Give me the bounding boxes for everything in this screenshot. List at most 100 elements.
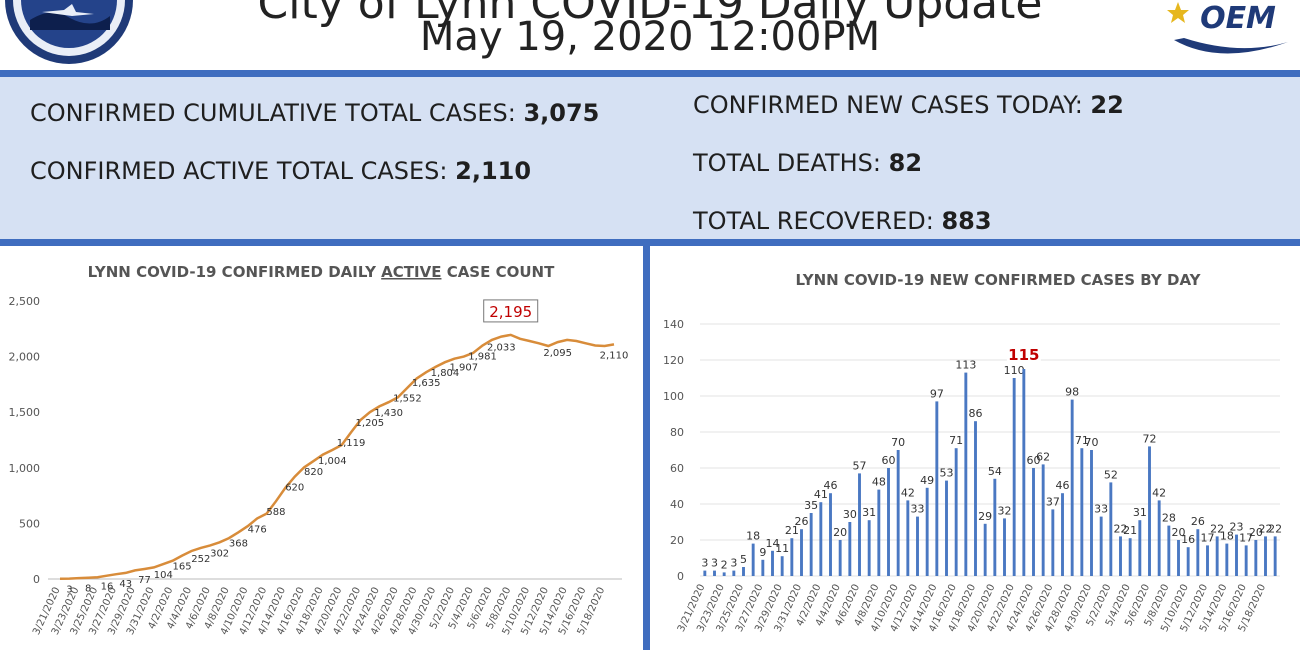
active-case-chart: LYNN COVID-19 CONFIRMED DAILY ACTIVE CAS… xyxy=(0,246,643,650)
page-title-line1: City of Lynn COVID-19 Daily Update xyxy=(257,0,1043,29)
bar xyxy=(896,450,900,576)
bar xyxy=(1206,545,1209,576)
y-tick-label: 2,000 xyxy=(9,351,41,364)
data-label: 70 xyxy=(891,436,905,449)
data-label: 30 xyxy=(843,508,857,521)
active-chart-title: LYNN COVID-19 CONFIRMED DAILY ACTIVE CAS… xyxy=(88,263,555,281)
data-label: 22 xyxy=(1259,522,1273,535)
bar xyxy=(1196,529,1200,576)
y-tick-label: 0 xyxy=(677,570,684,583)
data-label: 33 xyxy=(911,503,925,516)
bar xyxy=(867,520,871,576)
bar xyxy=(1157,500,1161,576)
data-label: 33 xyxy=(1094,503,1108,516)
divider-middle xyxy=(0,239,1300,246)
data-label: 2,033 xyxy=(487,343,516,354)
data-label: 71 xyxy=(1075,434,1089,447)
data-label: 20 xyxy=(833,526,847,539)
data-label: 3 xyxy=(711,557,718,570)
bar xyxy=(848,522,852,576)
data-label: 1,119 xyxy=(337,438,366,449)
data-label: 18 xyxy=(1220,530,1234,543)
page-title-date: May 19, 2020 12:00PM xyxy=(419,14,881,60)
data-label: 46 xyxy=(824,479,838,492)
data-label: 113 xyxy=(955,359,976,372)
data-label: 22 xyxy=(1210,522,1224,535)
stat-recovered: TOTAL RECOVERED: 883 xyxy=(693,207,992,235)
y-tick-label: 500 xyxy=(19,517,40,530)
bar xyxy=(1119,536,1122,576)
bar xyxy=(1051,509,1055,576)
stat-deaths: TOTAL DEATHS: 82 xyxy=(693,149,922,177)
bar xyxy=(1244,545,1248,576)
bar xyxy=(1041,464,1045,576)
y-tick-label: 20 xyxy=(670,534,684,547)
data-label: 18 xyxy=(746,530,760,543)
bar xyxy=(954,448,958,576)
data-label: 86 xyxy=(969,407,983,420)
bar xyxy=(761,559,765,576)
bar xyxy=(1109,482,1113,576)
stat-cumulative-label: CONFIRMED CUMULATIVE TOTAL CASES: xyxy=(30,99,524,127)
data-label: 21 xyxy=(1123,524,1137,537)
stat-cumulative: CONFIRMED CUMULATIVE TOTAL CASES: 3,075 xyxy=(30,99,599,127)
bar xyxy=(1225,543,1229,576)
bar xyxy=(964,372,968,576)
data-label: 8 xyxy=(85,584,91,595)
data-label: 31 xyxy=(862,506,876,519)
active-case-chart-svg: LYNN COVID-19 CONFIRMED DAILY ACTIVE CAS… xyxy=(9,263,629,637)
bar xyxy=(1003,518,1006,576)
stat-recovered-label: TOTAL RECOVERED: xyxy=(693,207,942,235)
peak-data-label: 2,195 xyxy=(489,303,532,321)
data-label: 41 xyxy=(814,488,828,501)
data-label: 48 xyxy=(872,476,886,489)
data-label: 368 xyxy=(229,538,248,549)
stats-panel: CONFIRMED CUMULATIVE TOTAL CASES: 3,075 … xyxy=(0,77,1300,239)
y-tick-label: 1,500 xyxy=(9,406,41,419)
bar xyxy=(1099,516,1103,576)
bar xyxy=(916,516,919,576)
bar xyxy=(1022,369,1026,576)
divider-vertical xyxy=(643,246,650,650)
bar xyxy=(819,502,823,576)
data-label: 53 xyxy=(940,467,954,480)
data-label: 32 xyxy=(998,504,1012,517)
bar xyxy=(838,540,842,576)
data-label: 17 xyxy=(1201,531,1215,544)
data-label: 98 xyxy=(1065,386,1079,399)
data-label: 476 xyxy=(248,524,267,535)
bar xyxy=(1273,536,1277,576)
data-label: 22 xyxy=(1114,522,1128,535)
data-label: 57 xyxy=(853,459,867,472)
bar xyxy=(1167,525,1171,576)
data-label: 16 xyxy=(101,582,114,593)
data-label: 22 xyxy=(1268,522,1282,535)
new-cases-chart-svg: LYNN COVID-19 NEW CONFIRMED CASES BY DAY… xyxy=(663,271,1282,634)
bar xyxy=(877,489,881,576)
data-label: 1,552 xyxy=(393,394,422,405)
y-tick-label: 40 xyxy=(670,498,684,511)
data-label: 35 xyxy=(804,499,818,512)
bar xyxy=(1090,450,1093,576)
bar xyxy=(1235,534,1238,576)
y-tick-label: 140 xyxy=(663,318,684,331)
data-label: 42 xyxy=(901,486,915,499)
data-label: 42 xyxy=(1152,486,1166,499)
stat-active-label: CONFIRMED ACTIVE TOTAL CASES: xyxy=(30,157,456,185)
stat-deaths-value: 82 xyxy=(888,149,923,177)
bar xyxy=(1186,547,1190,576)
data-label: 3 xyxy=(730,557,737,570)
bar xyxy=(1148,446,1151,576)
data-label: 11 xyxy=(775,542,789,555)
data-label: 1,907 xyxy=(449,363,478,374)
active-cases-line xyxy=(59,333,615,580)
data-label: 28 xyxy=(1162,512,1176,525)
bar xyxy=(732,570,736,576)
y-tick-label: 120 xyxy=(663,354,684,367)
data-label: 165 xyxy=(173,562,192,573)
data-label: 1,635 xyxy=(412,378,441,389)
data-label: 3 xyxy=(66,585,72,596)
bar xyxy=(722,572,726,576)
stat-new-value: 22 xyxy=(1090,91,1124,119)
data-label: 252 xyxy=(191,554,210,565)
